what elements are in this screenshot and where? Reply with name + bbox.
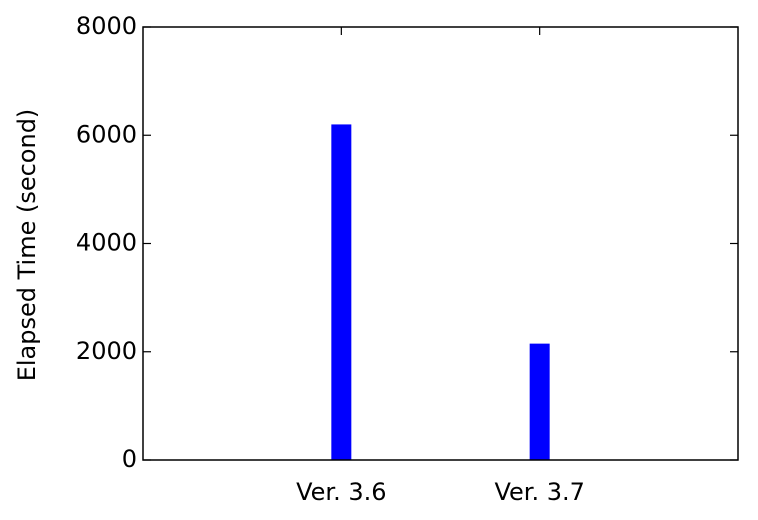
- bar: [331, 124, 352, 461]
- x-tick-label: Ver. 3.7: [494, 478, 584, 506]
- y-tick-label: 2000: [76, 337, 137, 365]
- bar: [529, 343, 550, 460]
- y-tick-label: 8000: [76, 12, 137, 40]
- y-tick-label: 6000: [76, 120, 137, 148]
- y-tick-label: 0: [122, 445, 137, 473]
- x-tick-label: Ver. 3.6: [296, 478, 386, 506]
- plot-frame: [142, 26, 739, 461]
- y-axis-label: Elapsed Time (second): [13, 109, 41, 382]
- y-tick-label: 4000: [76, 229, 137, 257]
